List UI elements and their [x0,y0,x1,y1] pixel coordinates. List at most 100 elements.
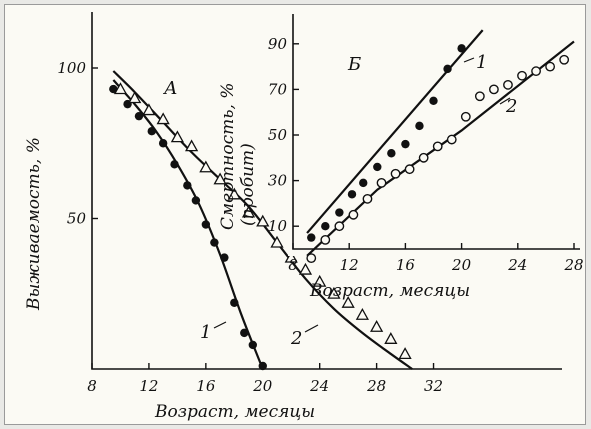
panel-b-series-2-point [362,193,373,204]
panel-b-series-2-point [320,234,331,245]
panel-b-background [288,14,582,256]
panel-b-series-2-point [517,70,527,81]
panel-a-series-2-point [128,91,142,104]
panel-a-series-1-point [109,84,118,94]
panel-b-series-2-point [460,111,471,122]
panel-a-series-1-point [191,196,201,205]
panel-a-series-1-point [201,220,211,229]
panel-b-series-1-label: 1 [476,52,487,73]
panel-b-x-tick-label: 12 [340,256,359,274]
panel-b-series-2-point [489,84,499,95]
panel-a-series-2-point [384,332,398,344]
panel-a-x-tick-label: 12 [139,377,158,395]
panel-b-series-1-point [347,190,357,199]
panel-a-series-1-point [183,181,192,190]
panel-a-series-1-leader [213,321,227,329]
panel-a-xlabel: Возраст, месяцы [154,402,315,422]
panel-b-series-2-point [474,91,485,102]
panel-a-x-tick-label: 16 [196,377,216,395]
panel-a-series-1-label: 1 [200,322,211,343]
panel-a-series-2-point [284,250,298,263]
panel-a-y-tick-label: 100 [57,59,86,77]
panel-b-series-2-point [390,168,401,179]
panel-b-series-1-point [457,44,466,53]
panel-b-series-2-point [376,177,387,188]
panel-a-label: А [162,78,178,99]
panel-a-y-tick-label: 50 [67,210,87,228]
panel-b-series-2-point [545,61,556,72]
panel-b-series-1-point [387,149,396,158]
panel-b-series-1-point [359,178,368,188]
panel-b-ylabel-line2: (пробит) [238,143,258,226]
panel-a-series-2-point [298,262,313,275]
panel-b-xlabel: Возраст, месяцы [309,281,470,301]
panel-a-series-2-point [227,187,241,200]
panel-b-series-2-leader [499,97,511,105]
panel-b-series-2-point [559,54,570,65]
panel-b-series-2-point [503,79,513,90]
panel-a-series-2-leader [304,324,319,333]
panel-a-series-2-point [156,112,170,125]
panel-a-series-1-point [158,139,168,148]
panel-a-series-2-point [241,205,256,218]
panel-b-series-1-point [321,222,330,231]
panel-b-x-tick-label: 8 [288,256,298,274]
panel-b-series-1-point [335,208,344,217]
panel-b-x-tick-label: 20 [451,256,472,274]
panel-a-series-1-point [147,127,156,136]
panel-b-x-tick-label: 16 [396,256,416,274]
panel-a-x-tick-label: 28 [366,377,386,395]
panel-b-series-2-point [348,209,359,220]
panel-a-series-2-point [142,103,156,116]
panel-a-series-2-point [170,130,184,143]
panel-b-y-tick-label: 30 [268,172,288,190]
panel-b-series-2-point [531,66,541,77]
panel-b-series-1-point [415,121,424,131]
panel-a-series-1-point [230,298,239,307]
panel-a-series-2-point [355,307,369,320]
panel-a-x-tick-label: 32 [424,377,443,395]
panel-a-series-1-point [248,340,258,350]
panel-b-ylabel-line1: Смертность, % [218,83,238,230]
panel-a-series-2-point [327,286,341,299]
panel-a-ylabel: Выживаемость, % [24,137,44,311]
panel-a-series-2-label: 2 [290,328,302,349]
panel-a-series-1-point [258,361,267,371]
panel-b-series-1-point [373,162,382,172]
panel-b-series-2-point [306,253,317,264]
panel-b-y-tick-label: 50 [268,126,288,144]
panel-b-series-2-point [334,221,345,232]
panel-a-series-2-point [256,214,270,227]
panel-b-series-1-leader [463,57,475,63]
panel-b-y-tick-label: 90 [268,35,288,53]
panel-a-series-2-point [341,295,355,308]
panel-a-x-tick-label: 20 [252,377,273,395]
panel-b-series-1-point [307,233,316,242]
panel-a-series-2-point [398,347,412,359]
panel-b-series-2-point [404,164,415,175]
panel-a-x-tick-label: 8 [87,377,97,395]
panel-b-label: Б [347,54,361,75]
panel-b-x-tick-label: 24 [507,256,527,274]
panel-a-series-2-point [199,160,213,173]
panel-b-series-2-label: 2 [505,96,517,117]
panel-a-series-1-point [170,160,179,169]
panel-b-y-tick-label: 70 [268,80,288,98]
panel-a-series-2-point [270,235,284,248]
panel-a-x-tick-label: 24 [309,377,329,395]
panel-b-series-2-point [446,134,457,145]
panel-b-series-1-point [443,64,452,74]
panel-b-data: 12 [306,29,575,264]
panel-a-series-2-point [185,139,199,152]
panel-a-series-2-point [313,274,327,287]
panel-a-series-2-point [213,172,227,185]
panel-a-series-1-point [220,253,229,262]
panel-a-series-1-point [210,238,219,247]
panel-b-series-1-point [429,96,438,106]
panel-b-y-tick-label: 10 [268,217,288,235]
